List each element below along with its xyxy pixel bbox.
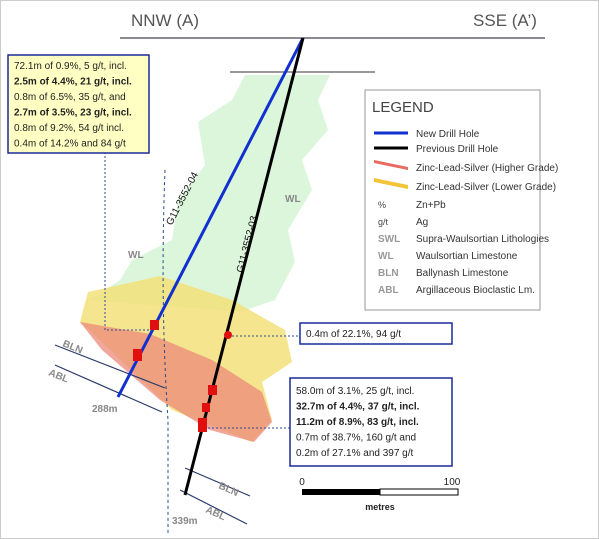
callout-line: 58.0m of 3.1%, 25 g/t, incl. xyxy=(296,386,414,397)
intercept xyxy=(198,418,207,432)
legend-swatch xyxy=(374,178,408,189)
legend-label: New Drill Hole xyxy=(416,129,480,140)
leader xyxy=(104,152,150,331)
callout-text: 72.1m of 0.9%, 5 g/t, incl. 2.5m of 4.4%,… xyxy=(14,61,132,150)
legend-title: LEGEND xyxy=(372,99,434,116)
unit-label: WL xyxy=(128,250,144,261)
callout-line: 2.5m of 4.4%, 21 g/t, incl. xyxy=(14,77,132,88)
legend-box xyxy=(364,89,541,311)
scale-bar xyxy=(302,489,380,495)
abl-contact xyxy=(54,364,163,413)
callout-line: 0.4m of 14.2% and 84 g/t xyxy=(14,139,126,150)
wl-zone xyxy=(90,75,330,312)
higher-grade-zone xyxy=(80,322,272,442)
intercept xyxy=(133,349,142,361)
section-end-left: NNW (A) xyxy=(131,11,199,30)
scale-label: 0 xyxy=(299,477,305,488)
unit-label: WL xyxy=(285,194,301,205)
callout-text: 58.0m of 3.1%, 25 g/t, incl. 32.7m of 4.4… xyxy=(296,386,420,459)
legend-label: Zinc-Lead-Silver (Higher Grade) xyxy=(416,163,558,174)
new-drill-hole xyxy=(116,37,305,398)
intercept xyxy=(208,385,217,395)
legend-label: Ag xyxy=(416,217,428,228)
depth-label: 288m xyxy=(92,404,118,415)
bln-contact xyxy=(184,467,251,497)
callout-line: 0.4m of 22.1%, 94 g/t xyxy=(306,329,401,340)
legend-label: Argillaceous Bioclastic Lm. xyxy=(416,285,535,296)
callout-line: 0.7m of 38.7%, 160 g/t and xyxy=(296,433,416,444)
legend-label: Supra-Waulsortian Lithologies xyxy=(416,234,549,245)
legend-symbol: ABL xyxy=(378,285,399,296)
depth-label: 339m xyxy=(172,516,198,527)
callout-line: 0.8m of 6.5%, 35 g/t, and xyxy=(14,92,126,103)
legend-label: Zn+Pb xyxy=(416,200,446,211)
legend-swatch xyxy=(374,160,408,170)
legend-symbol: % xyxy=(378,200,386,210)
callout-line: 0.2m of 27.1% and 397 g/t xyxy=(296,448,414,459)
callout-line: 11.2m of 8.9%, 83 g/t, incl. xyxy=(296,417,419,428)
abl-contact xyxy=(179,489,248,525)
callout-box xyxy=(299,322,453,345)
leaders xyxy=(104,152,300,429)
intercept xyxy=(202,403,210,412)
legend-symbol: BLN xyxy=(378,268,399,279)
legend-entries: New Drill Hole Previous Drill Hole Zinc-Le… xyxy=(378,129,558,296)
intercepts xyxy=(133,320,232,432)
legend-symbol: WL xyxy=(378,251,394,262)
intercept xyxy=(224,331,232,339)
legend-label: Previous Drill Hole xyxy=(416,144,499,155)
callout-box xyxy=(7,54,150,154)
callout-box xyxy=(289,377,453,467)
scale-bar xyxy=(379,488,459,496)
legend-label: Zinc-Lead-Silver (Lower Grade) xyxy=(416,182,556,193)
section-end-right: SSE (A’) xyxy=(473,11,537,30)
callout-line: 0.8m of 9.2%, 54 g/t incl. xyxy=(14,123,124,134)
intercept xyxy=(150,320,159,330)
callout-text: 0.4m of 22.1%, 94 g/t xyxy=(306,329,401,340)
callout-line: 2.7m of 3.5%, 23 g/t, incl. xyxy=(14,108,132,119)
bln-contact xyxy=(54,344,166,389)
legend-symbol: SWL xyxy=(378,234,400,245)
callout-line: 32.7m of 4.4%, 37 g/t, incl. xyxy=(296,402,420,413)
legend-label: Waulsortian Limestone xyxy=(416,251,518,262)
legend-symbol: g/t xyxy=(378,217,389,227)
callout-line: 72.1m of 0.9%, 5 g/t, incl. xyxy=(14,61,127,72)
legend-label: Ballynash Limestone xyxy=(416,268,509,279)
scale-unit: metres xyxy=(365,502,395,512)
scale-label: 100 xyxy=(444,477,461,488)
